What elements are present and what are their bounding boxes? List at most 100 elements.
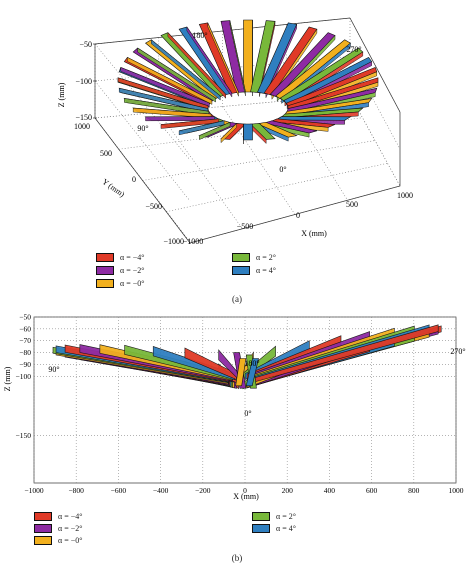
- blade-side: [167, 31, 226, 99]
- legend-a: α = −4° α = −2° α = −0° α = 2° α = 4°: [0, 250, 474, 295]
- legend-label: α = −4°: [58, 512, 83, 521]
- angle-label-0: 0°: [244, 409, 251, 418]
- y-tick-label: −100: [16, 372, 32, 381]
- grid-line: [349, 56, 401, 150]
- x-tick-label: 800: [408, 486, 420, 495]
- x-tick-label: −600: [111, 486, 127, 495]
- legend-item: α = 2°: [232, 253, 276, 262]
- z-tick-label: −100: [75, 77, 92, 86]
- legend-item: α = −4°: [96, 253, 144, 262]
- chart-side-ticks: −1000 −800 −600 −400 −200 0 200 400 600 800 1000 −5…: [16, 313, 464, 496]
- legend-swatch: [34, 524, 52, 533]
- y-tick-label: −90: [19, 360, 31, 369]
- blade-side: [207, 22, 239, 97]
- y-tick-label: 500: [100, 149, 112, 158]
- legend-swatch: [34, 536, 52, 545]
- legend-swatch: [34, 512, 52, 521]
- blade-side: [137, 47, 216, 103]
- x-tick-label: 600: [366, 486, 378, 495]
- blade-side: [120, 66, 210, 108]
- legend-label: α = −4°: [120, 253, 145, 262]
- box-edge: [94, 44, 401, 244]
- angle-label-270: 270°: [450, 347, 465, 356]
- box-edge: [94, 17, 351, 45]
- blade-side: [151, 39, 221, 101]
- blade: [235, 358, 247, 387]
- legend-swatch: [232, 266, 250, 275]
- legend-item: α = 2°: [252, 512, 296, 521]
- x-axis-label: X (mm): [301, 229, 327, 238]
- caption-a: (a): [232, 294, 242, 304]
- x-tick-label: −200: [195, 486, 211, 495]
- x-tick-label: −1000: [183, 237, 204, 246]
- legend-label: α = 2°: [256, 253, 276, 262]
- blade-side: [127, 56, 213, 105]
- y-tick-label: −70: [19, 336, 31, 345]
- angle-label-0: 0°: [279, 165, 286, 174]
- chart-3d-blades: [117, 19, 379, 145]
- legend-item: α = −0°: [96, 279, 144, 288]
- legend-swatch: [232, 253, 250, 262]
- y-tick-label: 1000: [74, 122, 90, 131]
- caption-b: (b): [231, 553, 243, 563]
- blade-side: [220, 122, 237, 144]
- grid-line: [142, 140, 376, 181]
- angle-label-90: 90°: [48, 365, 59, 374]
- legend-label: α = −2°: [120, 266, 145, 275]
- legend-swatch: [96, 279, 114, 288]
- legend-label: α = 4°: [256, 266, 276, 275]
- y-tick-label: −500: [145, 202, 162, 211]
- legend-label: α = −0°: [58, 536, 83, 545]
- legend-item: α = 4°: [252, 524, 296, 533]
- x-tick-label: 1000: [397, 191, 413, 200]
- legend-item: α = −0°: [34, 536, 82, 545]
- y-tick-label: −150: [16, 431, 32, 440]
- legend-swatch: [252, 524, 270, 533]
- blade: [243, 19, 253, 93]
- x-tick-label: 200: [282, 486, 294, 495]
- y-tick-label: −1000: [163, 237, 184, 246]
- x-tick-label: 0: [296, 211, 300, 220]
- chart-side-blades: [52, 324, 442, 390]
- blade-side: [259, 21, 276, 97]
- blade-side: [199, 121, 231, 140]
- chart-side-view: −1000 −800 −600 −400 −200 0 200 400 600 800 1000 −5…: [3, 313, 466, 502]
- angle-label-180: 180°: [244, 359, 259, 368]
- blade-side: [178, 120, 225, 136]
- blade: [245, 358, 259, 387]
- legend-label: α = −2°: [58, 524, 83, 533]
- y-tick-label: −80: [19, 348, 31, 357]
- legend-swatch: [252, 512, 270, 521]
- x-tick-label: 400: [324, 486, 336, 495]
- legend-item: α = −2°: [34, 524, 82, 533]
- panel-b: −1000 −800 −600 −400 −200 0 200 400 600 800 1000 −5…: [0, 305, 474, 563]
- legend-swatch: [96, 253, 114, 262]
- legend-swatch: [96, 266, 114, 275]
- x-axis-label: X (mm): [233, 492, 259, 501]
- x-tick-label: −400: [153, 486, 169, 495]
- legend-item: α = −2°: [96, 266, 144, 275]
- z-axis-label: Z (mm): [57, 82, 66, 107]
- z-tick-label: −50: [79, 40, 92, 49]
- blade: [243, 123, 253, 141]
- legend-label: α = 4°: [276, 524, 296, 533]
- y-tick-label: −60: [19, 324, 31, 333]
- y-axis-label: Y (mm): [101, 177, 127, 199]
- angle-label-90: 90°: [137, 124, 148, 133]
- blade-side: [229, 20, 246, 96]
- legend-label: α = 2°: [276, 512, 296, 521]
- z-tick-label: −150: [75, 113, 92, 122]
- legend-label: α = −0°: [120, 279, 145, 288]
- x-tick-label: −1000: [24, 486, 43, 495]
- x-tick-label: 0: [243, 486, 247, 495]
- x-tick-label: −800: [68, 486, 84, 495]
- chart-side-grid: [33, 316, 457, 484]
- blade-side: [160, 118, 220, 129]
- angle-label-270: 270°: [346, 45, 361, 54]
- blade-side: [186, 26, 233, 98]
- chart-3d: −50 −100 −150 Z (mm) 1000 500 0 −500 −10…: [57, 17, 413, 246]
- blade: [252, 324, 439, 383]
- panel-a: −50 −100 −150 Z (mm) 1000 500 0 −500 −10…: [0, 17, 474, 304]
- box-edge: [349, 17, 401, 113]
- y-tick-label: −50: [19, 313, 31, 322]
